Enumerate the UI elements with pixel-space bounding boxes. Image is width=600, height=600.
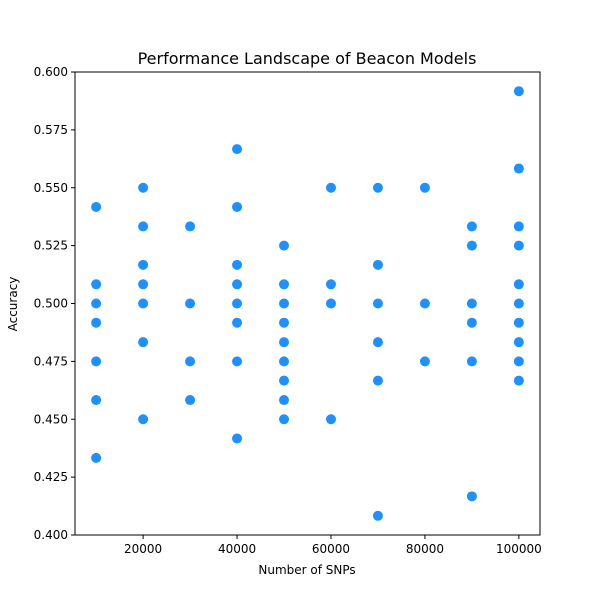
data-point xyxy=(232,260,242,270)
data-point xyxy=(232,356,242,366)
chart-title: Performance Landscape of Beacon Models xyxy=(138,49,477,68)
data-point xyxy=(232,299,242,309)
data-point xyxy=(514,356,524,366)
data-point xyxy=(467,241,477,251)
data-point xyxy=(138,183,148,193)
data-point xyxy=(232,318,242,328)
data-point xyxy=(185,356,195,366)
x-axis: 20000 40000 60000 80000 100000 xyxy=(124,535,542,556)
y-tick-label: 0.425 xyxy=(34,470,68,484)
data-point xyxy=(326,279,336,289)
data-point xyxy=(373,183,383,193)
data-point xyxy=(185,221,195,231)
data-point xyxy=(514,164,524,174)
data-point xyxy=(279,279,289,289)
data-point xyxy=(467,221,477,231)
data-point xyxy=(514,376,524,386)
data-point xyxy=(373,511,383,521)
data-point xyxy=(91,318,101,328)
y-tick-label: 0.525 xyxy=(34,239,68,253)
x-tick-label: 20000 xyxy=(124,542,162,556)
x-tick-label: 80000 xyxy=(406,542,444,556)
data-point xyxy=(279,318,289,328)
data-point xyxy=(138,221,148,231)
data-point xyxy=(467,491,477,501)
x-axis-label: Number of SNPs xyxy=(258,563,355,577)
points-layer xyxy=(91,86,524,521)
data-point xyxy=(326,299,336,309)
data-point xyxy=(138,260,148,270)
data-point xyxy=(514,279,524,289)
data-point xyxy=(326,414,336,424)
data-point xyxy=(138,279,148,289)
data-point xyxy=(279,376,289,386)
y-tick-label: 0.575 xyxy=(34,123,68,137)
data-point xyxy=(514,299,524,309)
data-point xyxy=(279,241,289,251)
data-point xyxy=(514,318,524,328)
data-point xyxy=(91,356,101,366)
data-point xyxy=(373,299,383,309)
data-point xyxy=(420,356,430,366)
data-point xyxy=(467,299,477,309)
data-point xyxy=(185,395,195,405)
data-point xyxy=(420,299,430,309)
data-point xyxy=(232,202,242,212)
data-point xyxy=(279,356,289,366)
x-tick-label: 40000 xyxy=(218,542,256,556)
data-point xyxy=(138,299,148,309)
data-point xyxy=(467,318,477,328)
data-point xyxy=(420,183,430,193)
data-point xyxy=(91,395,101,405)
data-point xyxy=(91,202,101,212)
data-point xyxy=(373,376,383,386)
data-point xyxy=(138,337,148,347)
data-point xyxy=(232,279,242,289)
data-point xyxy=(232,433,242,443)
y-axis-label: Accuracy xyxy=(6,277,20,332)
y-tick-label: 0.600 xyxy=(34,65,68,79)
data-point xyxy=(91,279,101,289)
data-point xyxy=(91,453,101,463)
data-point xyxy=(514,337,524,347)
data-point xyxy=(232,144,242,154)
y-tick-label: 0.500 xyxy=(34,297,68,311)
data-point xyxy=(279,337,289,347)
data-point xyxy=(514,241,524,251)
data-point xyxy=(326,183,336,193)
y-tick-label: 0.550 xyxy=(34,181,68,195)
y-tick-label: 0.400 xyxy=(34,528,68,542)
data-point xyxy=(514,86,524,96)
data-point xyxy=(91,299,101,309)
data-point xyxy=(467,356,477,366)
data-point xyxy=(373,337,383,347)
data-point xyxy=(279,414,289,424)
data-point xyxy=(279,299,289,309)
x-tick-label: 60000 xyxy=(312,542,350,556)
data-point xyxy=(279,395,289,405)
y-tick-label: 0.475 xyxy=(34,354,68,368)
data-point xyxy=(138,414,148,424)
y-tick-label: 0.450 xyxy=(34,412,68,426)
data-point xyxy=(373,260,383,270)
data-point xyxy=(514,221,524,231)
data-point xyxy=(185,299,195,309)
y-axis: 0.400 0.425 0.450 0.475 0.500 0.525 0.550 0.575… xyxy=(34,65,75,542)
x-tick-label: 100000 xyxy=(496,542,542,556)
